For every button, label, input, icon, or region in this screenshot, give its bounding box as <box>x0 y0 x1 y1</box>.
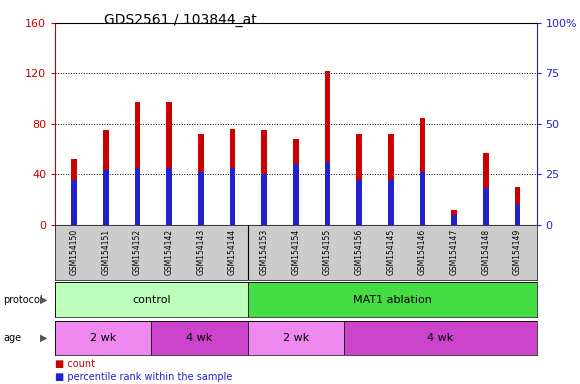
Bar <box>135 168 140 225</box>
Bar <box>356 180 362 225</box>
Bar <box>261 174 267 225</box>
Text: GSM154155: GSM154155 <box>323 229 332 275</box>
Bar <box>514 187 520 225</box>
Text: GSM154150: GSM154150 <box>70 229 79 275</box>
Text: GSM154151: GSM154151 <box>102 229 110 275</box>
Text: GSM154149: GSM154149 <box>513 229 522 275</box>
Bar <box>166 103 172 225</box>
Text: GSM154156: GSM154156 <box>354 229 364 275</box>
Text: ▶: ▶ <box>40 295 47 305</box>
Bar <box>514 205 520 225</box>
Bar <box>248 321 344 355</box>
Bar <box>71 159 77 225</box>
Text: GSM154153: GSM154153 <box>260 229 269 275</box>
Text: ■ percentile rank within the sample: ■ percentile rank within the sample <box>55 372 233 382</box>
Bar <box>151 321 248 355</box>
Bar <box>103 130 108 225</box>
Bar <box>198 134 204 225</box>
Bar <box>451 215 457 225</box>
Bar <box>71 180 77 225</box>
Bar <box>230 168 235 225</box>
Bar <box>135 103 140 225</box>
Bar <box>325 162 331 225</box>
Text: GDS2561 / 103844_at: GDS2561 / 103844_at <box>104 13 257 27</box>
Bar <box>55 282 248 317</box>
Text: GSM154154: GSM154154 <box>291 229 300 275</box>
Text: age: age <box>3 333 21 343</box>
Text: GSM154145: GSM154145 <box>386 229 396 275</box>
Text: GSM154143: GSM154143 <box>196 229 205 275</box>
Bar <box>483 153 489 225</box>
Text: GSM154144: GSM154144 <box>228 229 237 275</box>
Bar <box>230 129 235 225</box>
Bar <box>293 139 299 225</box>
Text: ▶: ▶ <box>40 333 47 343</box>
Text: 2 wk: 2 wk <box>90 333 117 343</box>
Bar <box>451 210 457 225</box>
Bar <box>325 71 331 225</box>
Bar <box>198 172 204 225</box>
Text: MAT1 ablation: MAT1 ablation <box>353 295 432 305</box>
Bar <box>388 180 394 225</box>
Text: GSM154142: GSM154142 <box>165 229 173 275</box>
Text: 4 wk: 4 wk <box>427 333 454 343</box>
Bar <box>55 321 151 355</box>
Text: protocol: protocol <box>3 295 42 305</box>
Text: ■ count: ■ count <box>55 359 95 369</box>
Bar <box>388 134 394 225</box>
Bar <box>103 170 108 225</box>
Text: GSM154146: GSM154146 <box>418 229 427 275</box>
Text: 4 wk: 4 wk <box>186 333 213 343</box>
Text: control: control <box>132 295 171 305</box>
Text: GSM154152: GSM154152 <box>133 229 142 275</box>
Text: GSM154148: GSM154148 <box>481 229 490 275</box>
Text: GSM154147: GSM154147 <box>450 229 459 275</box>
Bar <box>248 282 536 317</box>
Text: 2 wk: 2 wk <box>282 333 309 343</box>
Bar <box>483 189 489 225</box>
Bar <box>261 130 267 225</box>
Bar <box>293 164 299 225</box>
Bar <box>420 118 425 225</box>
Bar <box>344 321 536 355</box>
Bar <box>166 168 172 225</box>
Bar <box>356 134 362 225</box>
Bar <box>420 172 425 225</box>
